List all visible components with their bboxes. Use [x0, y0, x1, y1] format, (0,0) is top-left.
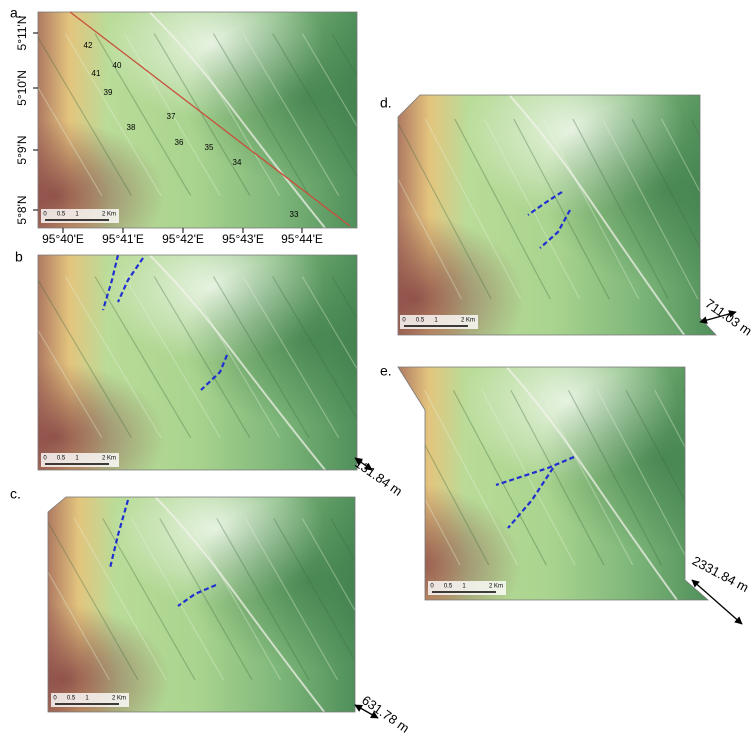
lon-label: 95°44'E — [281, 232, 323, 246]
scale-label: 0.5 — [416, 318, 425, 324]
map-panel — [17, 497, 480, 712]
site-number: 42 — [84, 41, 93, 50]
panel-label: e. — [380, 363, 392, 379]
figure: a.00.512 Kmb00.512 Km131.84 mc.00.512 Km… — [0, 0, 753, 740]
site-number: 38 — [127, 123, 136, 132]
site-number: 33 — [290, 210, 299, 219]
scale-label: 0.5 — [67, 696, 76, 702]
offset-label: 131.84 m — [352, 455, 405, 498]
scale-label: 2 Km — [489, 584, 503, 590]
scale-label: 2 Km — [112, 696, 126, 702]
lon-label: 95°40'E — [42, 232, 84, 246]
lon-label: 95°43'E — [222, 232, 264, 246]
panel-label: d. — [380, 95, 392, 111]
offset-label: 631.78 m — [359, 692, 412, 735]
map-panel — [366, 95, 753, 335]
site-number: 40 — [113, 61, 122, 70]
scale-label: 0.5 — [444, 584, 453, 590]
lon-label: 95°42'E — [162, 232, 204, 246]
scale-label: 2 Km — [102, 212, 116, 218]
lat-label: 5°10'N — [15, 70, 29, 106]
site-number: 41 — [92, 69, 101, 78]
valley-line — [712, 390, 753, 565]
scale-label: 0.5 — [57, 456, 66, 462]
valley-line — [741, 390, 753, 565]
site-number: 35 — [205, 143, 214, 152]
site-number: 39 — [104, 88, 113, 97]
site-number: 37 — [167, 112, 176, 121]
lon-label: 95°41'E — [102, 232, 144, 246]
offset-label: 2331.84 m — [690, 553, 751, 595]
valley-line — [684, 390, 753, 565]
site-number: 36 — [175, 138, 184, 147]
scale-label: 2 Km — [102, 456, 116, 462]
valley-line — [721, 119, 753, 299]
panel-label: b — [15, 249, 23, 265]
lat-label: 5°8'N — [15, 195, 29, 224]
scale-label: 0.5 — [57, 212, 66, 218]
scale-label: 2 Km — [461, 318, 475, 324]
panel-label: c. — [10, 486, 21, 502]
lat-label: 5°9'N — [15, 135, 29, 164]
site-number: 34 — [233, 158, 242, 167]
lat-label: 5°11'N — [15, 16, 29, 51]
